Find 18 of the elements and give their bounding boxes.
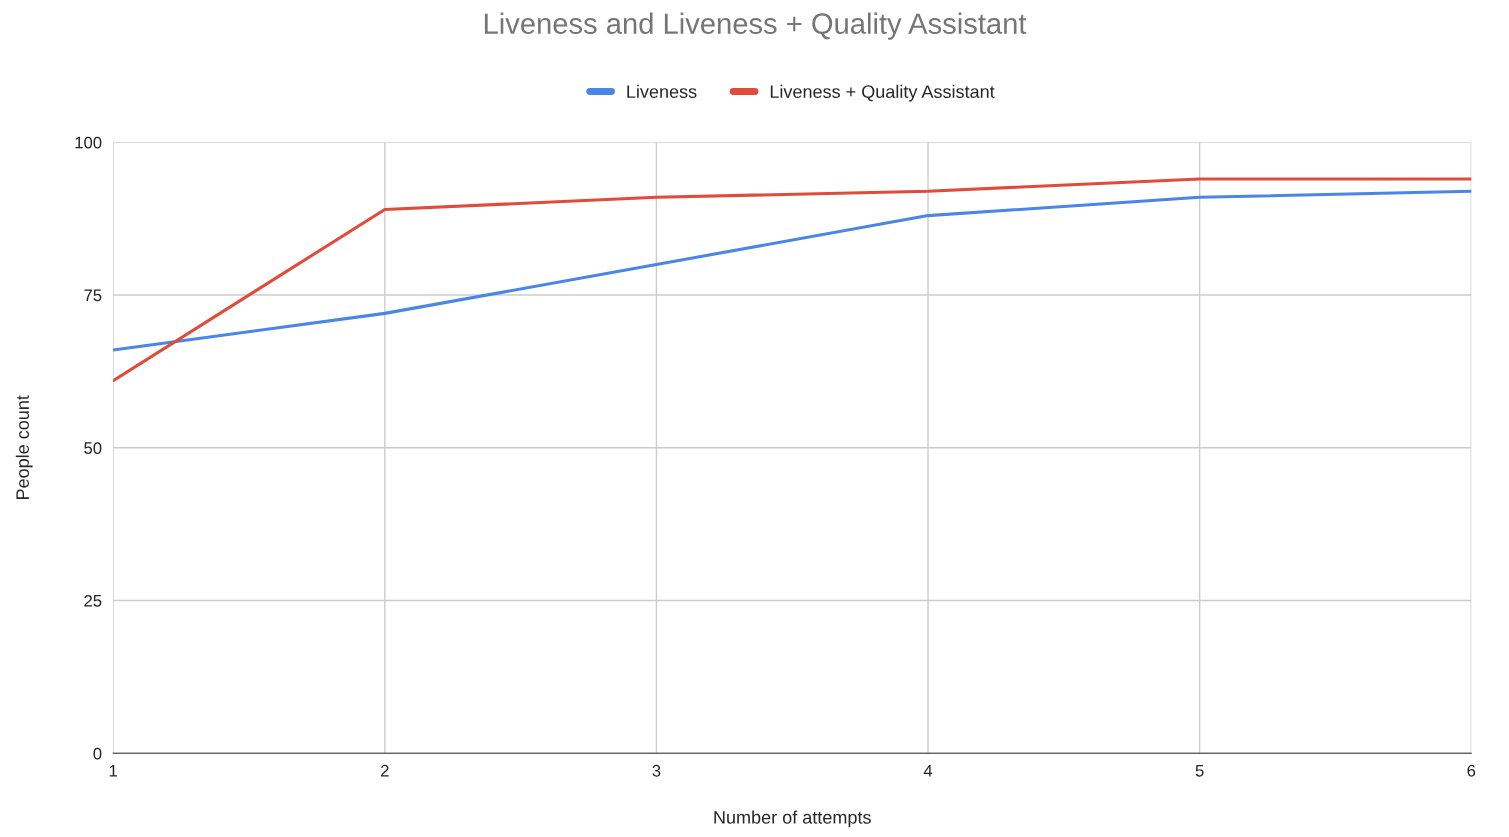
y-tick-label: 100 [75, 136, 102, 149]
x-tick-label: 2 [381, 764, 389, 777]
x-tick-label: 1 [109, 765, 117, 777]
y-tick-label: 0 [93, 747, 102, 760]
y-tick-label: 50 [84, 442, 102, 454]
x-tick-label: 4 [923, 765, 933, 777]
legend-label: Liveness + Quality Assistant [770, 84, 995, 102]
chart-title: Liveness and Liveness + Quality Assistant [484, 12, 1027, 40]
x-tick-label: 3 [652, 764, 661, 777]
line-series [113, 189, 1472, 352]
x-tick-label: 6 [1467, 764, 1476, 777]
y-axis-title: People count [15, 395, 33, 500]
y-tick-label: 75 [84, 289, 102, 302]
x-axis-title: Number of attempts [714, 810, 871, 828]
y-tick-label: 25 [84, 594, 102, 607]
line-series [113, 177, 1472, 383]
legend-label: Liveness [627, 84, 697, 99]
x-tick-label: 5 [1195, 765, 1204, 777]
